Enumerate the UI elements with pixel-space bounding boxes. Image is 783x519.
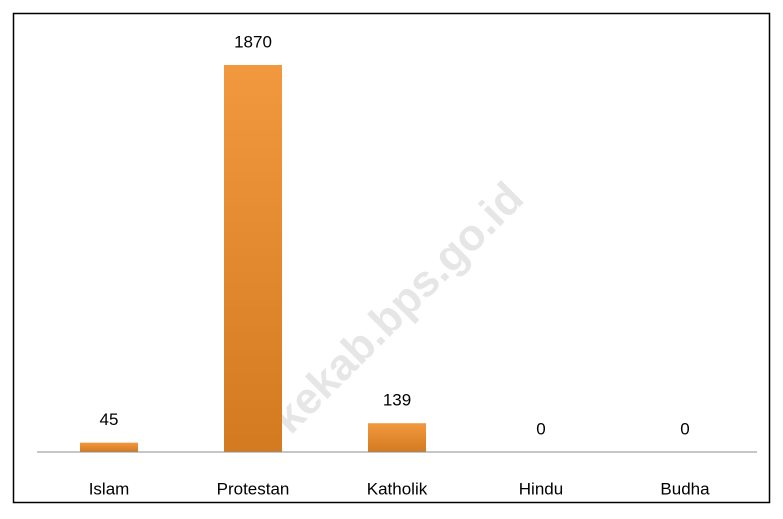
data-label: 1870 [234, 32, 272, 51]
x-tick-label: Budha [660, 479, 710, 498]
chart-border [12, 12, 771, 504]
x-tick-label: Hindu [519, 479, 563, 498]
data-label: 45 [100, 410, 119, 429]
x-tick-label: Protestan [217, 479, 290, 498]
data-label: 0 [536, 419, 545, 438]
bar-shade [368, 423, 426, 452]
bar-shade [80, 442, 138, 452]
x-tick-label: Islam [89, 479, 130, 498]
bar-shade [224, 65, 282, 452]
x-tick-label: Katholik [367, 479, 428, 498]
data-label: 139 [383, 391, 411, 410]
data-label: 0 [680, 419, 689, 438]
